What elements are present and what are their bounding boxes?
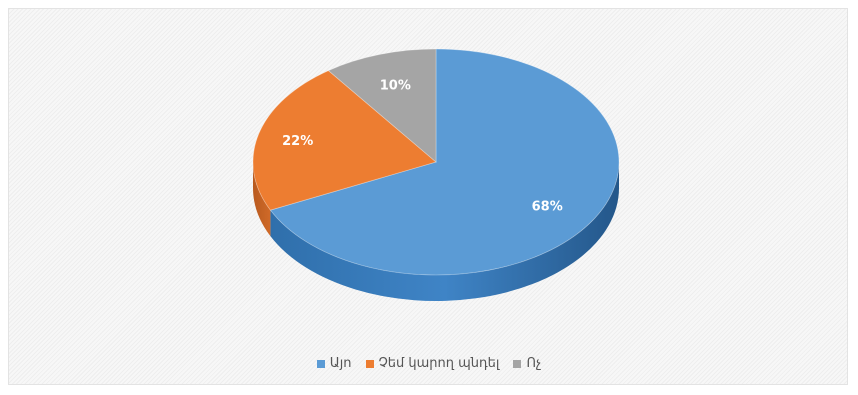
legend-item-no: Ոչ <box>513 356 541 371</box>
legend-label-yes: Այո <box>329 356 352 371</box>
pie-slice-unsure-side <box>253 162 271 237</box>
pie-slice-no <box>327 48 437 163</box>
pie-slice-yes-side <box>270 162 619 301</box>
legend-label-unsure: Չեմ կարող պնդել <box>378 356 500 371</box>
pie-slice-yes <box>269 48 620 276</box>
chart-legend: Այո Չեմ կարող պնդել Ոչ <box>0 356 858 371</box>
data-label-yes: 68% <box>532 200 563 215</box>
legend-swatch-yes <box>316 359 325 368</box>
legend-swatch-unsure <box>365 359 374 368</box>
legend-label-no: Ոչ <box>526 356 542 371</box>
legend-item-yes: Այո <box>316 356 352 371</box>
legend-item-unsure: Չեմ կարող պնդել <box>365 356 500 371</box>
pie-slice-unsure <box>252 70 437 211</box>
data-label-unsure: 22% <box>282 134 313 149</box>
data-label-no: 10% <box>380 79 411 94</box>
legend-swatch-no <box>513 359 522 368</box>
